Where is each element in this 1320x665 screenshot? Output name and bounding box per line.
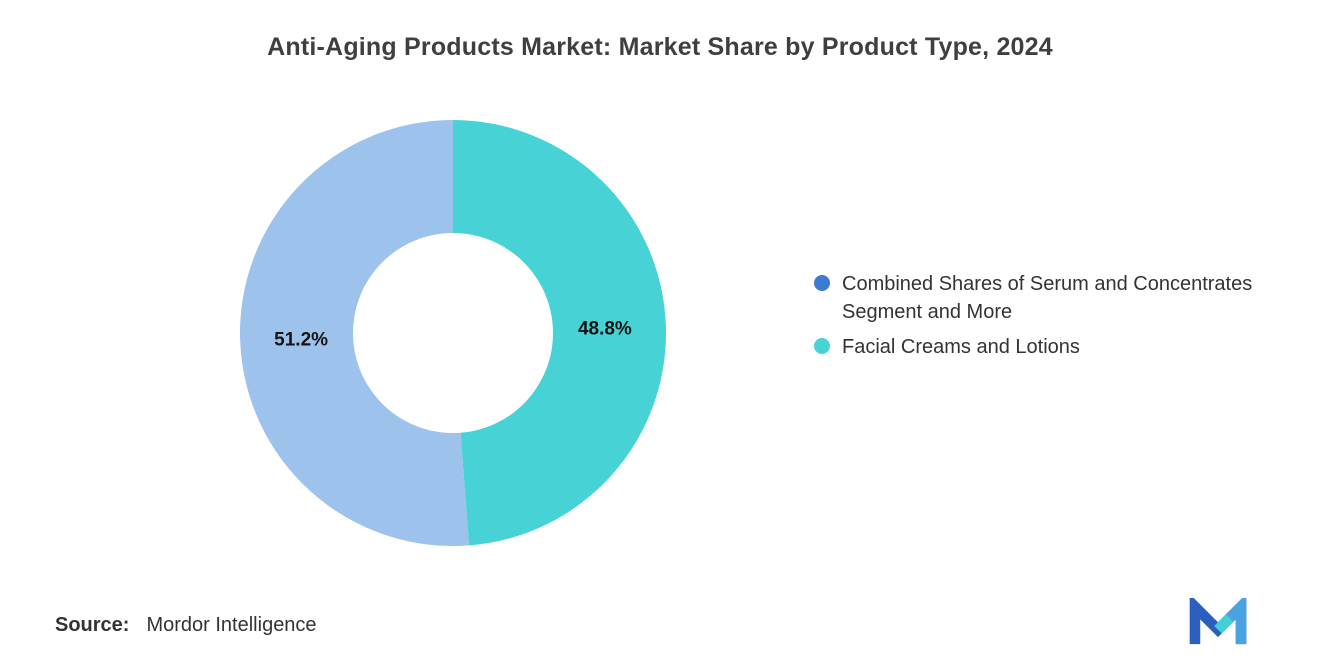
source-line: Source: Mordor Intelligence xyxy=(55,614,317,637)
mordor-m-icon xyxy=(1189,593,1247,645)
legend-item: Facial Creams and Lotions xyxy=(814,333,1310,361)
legend: Combined Shares of Serum and Concentrate… xyxy=(814,270,1310,361)
donut-chart-svg: 48.8% 51.2% xyxy=(240,120,667,546)
mordor-intelligence-logo xyxy=(1188,593,1248,646)
slice-data-label: 48.8% xyxy=(578,318,632,339)
source-label: Source: xyxy=(55,614,130,636)
donut-slice xyxy=(240,120,470,546)
donut-chart: 48.8% 51.2% xyxy=(238,118,668,548)
legend-item: Combined Shares of Serum and Concentrate… xyxy=(814,270,1310,326)
legend-label: Combined Shares of Serum and Concentrate… xyxy=(842,273,1253,323)
slice-data-label: 51.2% xyxy=(274,330,328,351)
donut-slice xyxy=(453,120,667,546)
source-value: Mordor Intelligence xyxy=(146,614,317,636)
legend-swatch xyxy=(814,275,830,291)
legend-swatch xyxy=(814,338,830,354)
chart-title: Anti-Aging Products Market: Market Share… xyxy=(267,33,1053,61)
legend-label: Facial Creams and Lotions xyxy=(842,336,1080,358)
